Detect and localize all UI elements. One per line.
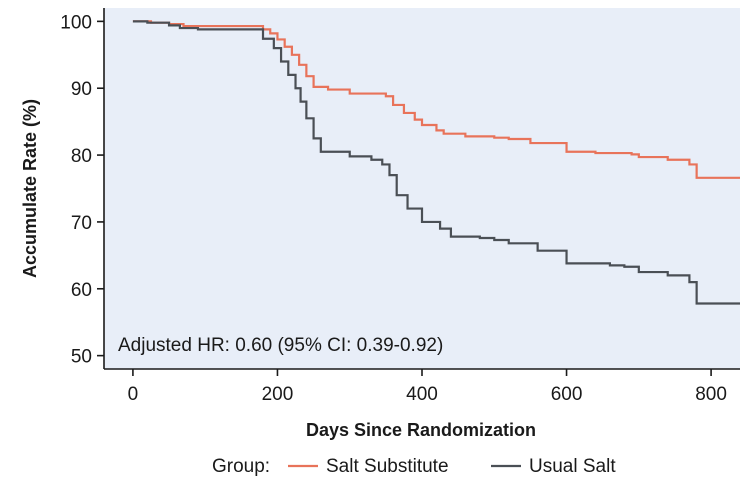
y-axis-title: Accumulate Rate (%)	[20, 99, 40, 278]
hazard-ratio-annotation: Adjusted HR: 0.60 (95% CI: 0.39-0.92)	[118, 335, 443, 356]
series-line-salt-substitute	[132, 20, 740, 179]
y-tick-label: 60	[71, 280, 92, 301]
x-axis-title: Days Since Randomization	[306, 420, 536, 440]
x-tick-label: 400	[406, 384, 438, 405]
series-line-usual-salt	[132, 20, 740, 305]
y-tick-label: 50	[71, 347, 92, 368]
legend-label-usual-salt: Usual Salt	[529, 456, 616, 477]
y-tick-label: 70	[71, 213, 92, 234]
x-axis-ticks: 0 200 400 600 800	[128, 369, 727, 405]
y-tick-label: 80	[71, 146, 92, 167]
y-axis-ticks: 50 60 70 80 90 100	[60, 12, 104, 368]
plot-background	[104, 8, 740, 369]
x-tick-label: 800	[695, 384, 727, 405]
x-tick-label: 600	[551, 384, 583, 405]
x-tick-label: 0	[128, 384, 139, 405]
y-tick-label: 90	[71, 79, 92, 100]
legend-title: Group:	[212, 456, 270, 477]
y-tick-label: 100	[60, 12, 92, 33]
legend: Group: Salt Substitute Usual Salt	[212, 456, 616, 477]
x-tick-label: 200	[262, 384, 294, 405]
legend-label-salt-substitute: Salt Substitute	[326, 456, 449, 477]
